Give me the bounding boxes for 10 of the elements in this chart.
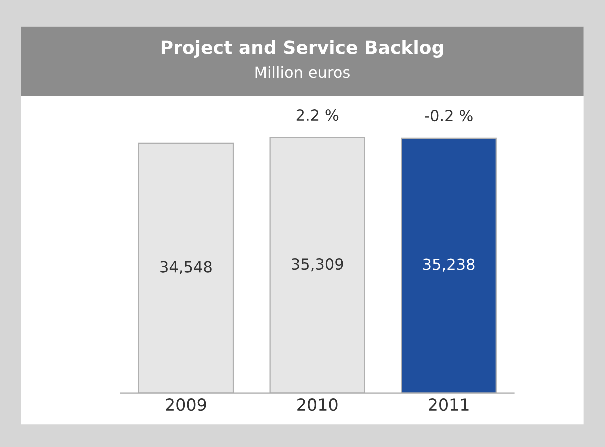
x-tick-label: 2011 xyxy=(429,398,469,412)
x-tick-label: 2009 xyxy=(166,398,206,412)
text: 2.2 % xyxy=(296,110,339,122)
text: -0.2 % xyxy=(425,110,473,122)
x-tick-label: 2010 xyxy=(298,398,338,412)
chart-subtitle: Million euros xyxy=(256,66,350,78)
data-label: 35,238 xyxy=(423,258,475,272)
data-label: 35,309 xyxy=(292,258,344,272)
chart-title: Project and Service Backlog xyxy=(162,40,444,58)
data-label: 34,548 xyxy=(160,261,212,274)
